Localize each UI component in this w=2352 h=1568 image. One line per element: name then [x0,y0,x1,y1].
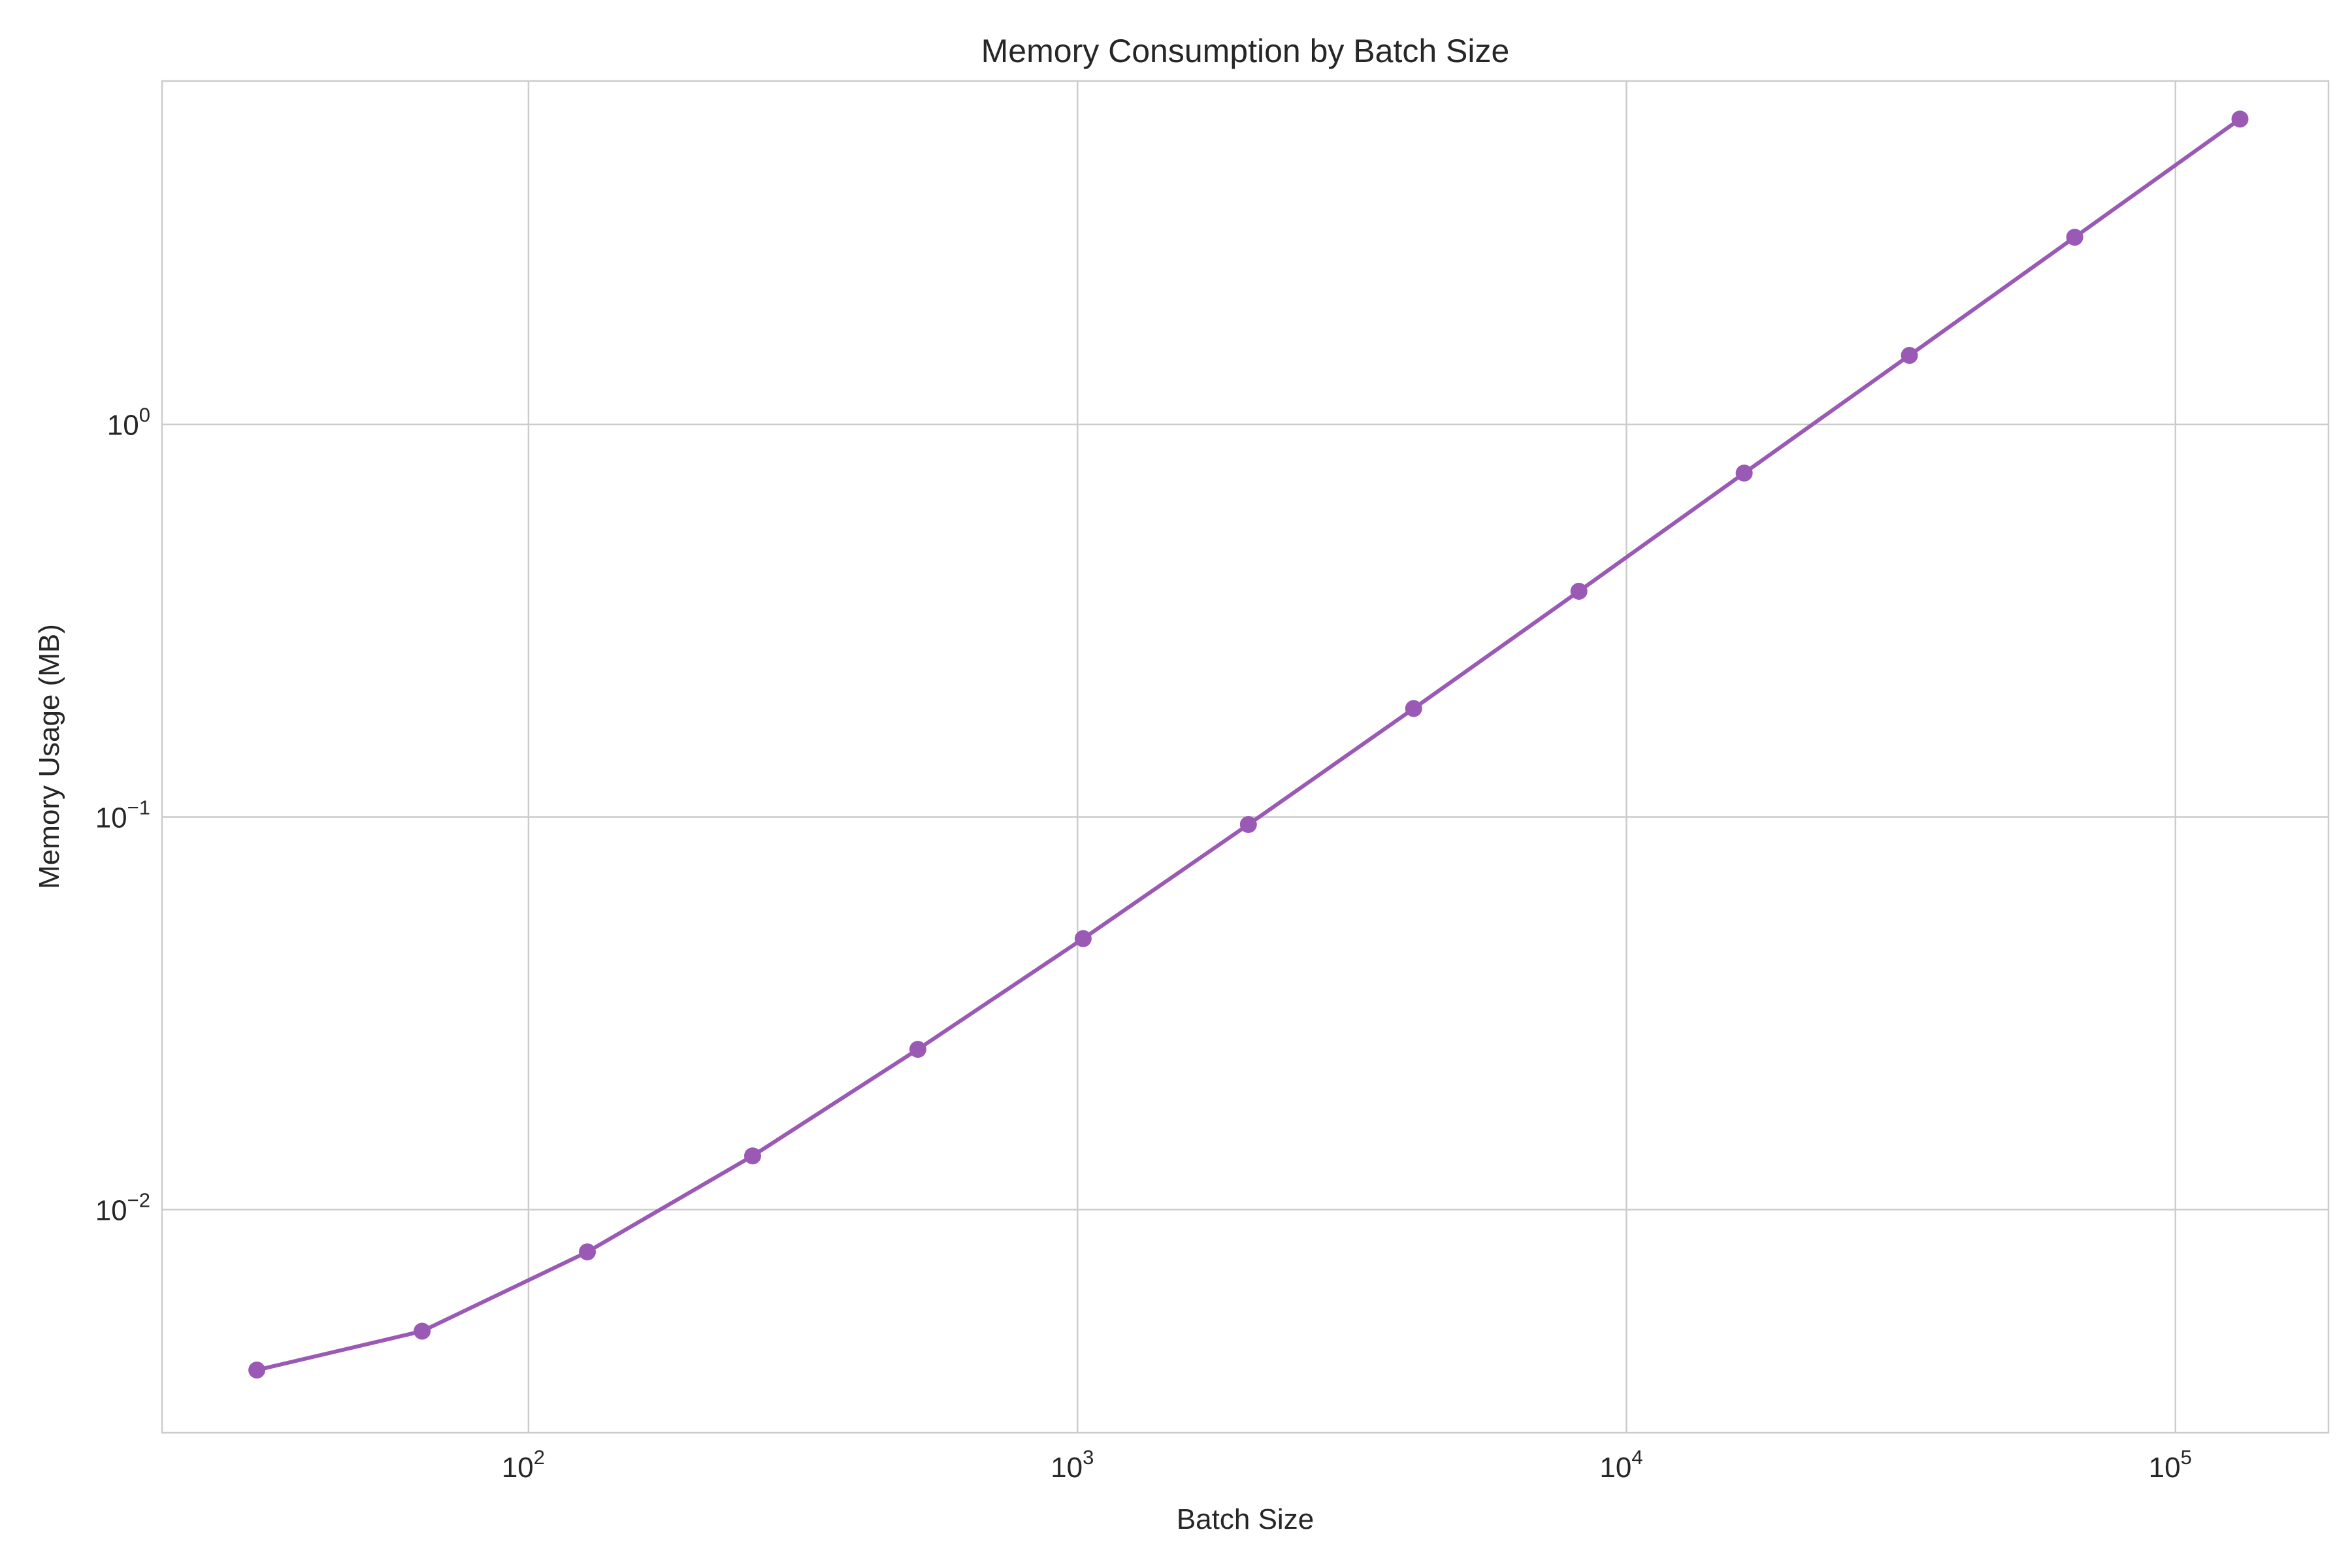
data-point [2231,110,2249,128]
data-point [1239,816,1257,834]
data-point [909,1041,926,1058]
grid-lines [162,81,2328,1433]
data-point [2066,229,2083,246]
data-point [414,1322,431,1340]
data-point [1570,582,1588,600]
x-tick-label: 105 [2149,1446,2192,1484]
series-layer [248,110,2249,1379]
tick-labels: 102 103 104 105 10−2 10−1 100 [95,404,2192,1484]
x-tick-label: 103 [1051,1446,1094,1484]
y-tick-label: 10−2 [95,1188,150,1226]
plot-frame [161,80,2330,1434]
x-axis-label: Batch Size [1177,1503,1314,1535]
y-tick-label: 100 [107,404,150,442]
data-point [1074,930,1092,947]
series-line [256,117,2242,1373]
data-point [1735,465,1753,482]
data-point [1901,346,1918,364]
x-tick-label: 102 [502,1446,545,1484]
data-point [579,1243,596,1261]
chart-title: Memory Consumption by Batch Size [981,33,1510,69]
y-tick-label: 10−1 [95,796,150,834]
x-tick-label: 104 [1599,1446,1642,1484]
y-axis-label: Memory Usage (MB) [33,624,65,889]
data-point [248,1362,266,1379]
data-point [743,1147,761,1165]
data-point [1405,700,1422,717]
